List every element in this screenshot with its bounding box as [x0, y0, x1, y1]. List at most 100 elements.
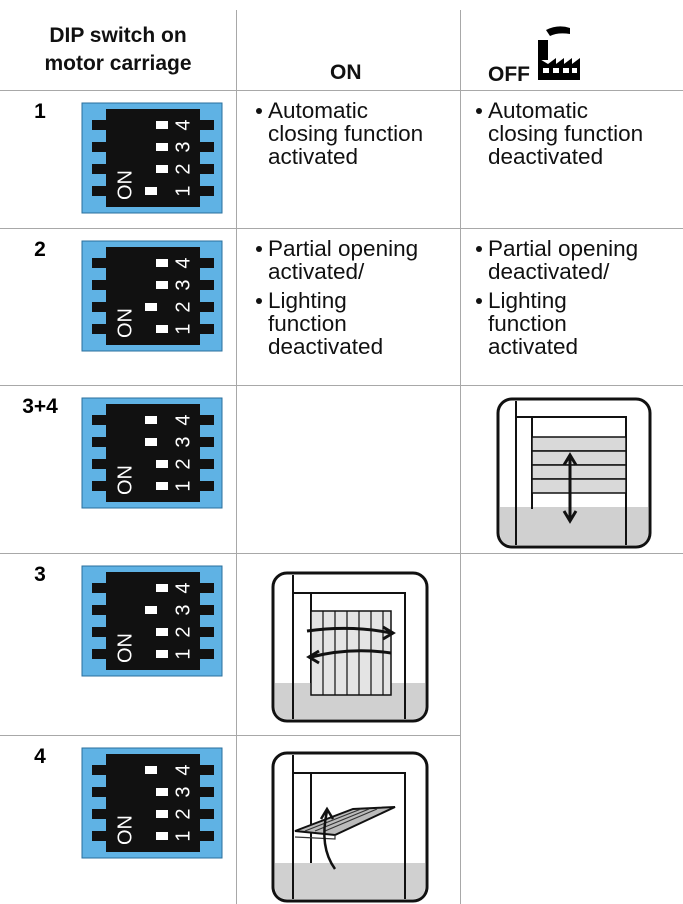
dip-pin [92, 459, 108, 469]
row-divider [0, 735, 460, 736]
switch-on-label: ON [114, 170, 136, 200]
switch-number: 3 [172, 786, 194, 797]
dip-pin [198, 324, 214, 334]
text-line: activated [488, 334, 579, 359]
switch-knob [156, 121, 168, 129]
dip-pin [92, 415, 108, 425]
dip-pin [92, 627, 108, 637]
header-col-1: DIP switch on motor carriage [0, 22, 236, 78]
dip-pin [198, 459, 214, 469]
switch-knob [145, 606, 157, 614]
switch-number: 1 [172, 185, 194, 196]
dip-pin [92, 280, 108, 290]
dip-body [106, 247, 200, 345]
dip-pin [92, 583, 108, 593]
row-divider [0, 228, 683, 229]
dip-pin [198, 280, 214, 290]
switch-number: 3 [172, 141, 194, 152]
switch-number: 3 [172, 604, 194, 615]
dip-pin [198, 605, 214, 615]
dip-pin [198, 186, 214, 196]
row-divider [0, 553, 683, 554]
text-line: deactivated [488, 144, 604, 169]
dip-pin [198, 415, 214, 425]
dip-pin [198, 258, 214, 268]
switch-number: 1 [172, 648, 194, 659]
text-line: Automatic [268, 98, 369, 123]
bullet [474, 237, 484, 260]
switch-knob [156, 325, 168, 333]
text-line: Lighting [268, 288, 347, 313]
garage-sectional-door [496, 397, 652, 549]
switch-number: 4 [172, 414, 194, 425]
text-line: activated/ [268, 259, 365, 284]
dip-switch: 1 2 3 4 ON [81, 240, 223, 352]
dip-pin [198, 437, 214, 447]
dip-pin [198, 164, 214, 174]
switch-knob [156, 281, 168, 289]
bullet [474, 99, 484, 122]
bullet [254, 99, 264, 122]
bullet-item: Automatic closing function deactivated [476, 98, 644, 169]
header-col-2: ON [330, 61, 362, 84]
dip-switch: 1 2 3 4 ON [81, 397, 223, 509]
row-label: 3 [34, 563, 46, 586]
dip-pin [198, 831, 214, 841]
dip-pin [92, 649, 108, 659]
dip-pin [92, 765, 108, 775]
text-line: deactivated/ [488, 259, 610, 284]
bullet-item: Partial opening activated/ [256, 237, 418, 284]
switch-number: 2 [172, 301, 194, 312]
header-line: motor carriage [44, 52, 192, 75]
text-line: Lighting [488, 288, 567, 313]
switch-knob [145, 187, 157, 195]
dip-pin [92, 605, 108, 615]
switch-knob [156, 165, 168, 173]
text-line: closing function [488, 121, 644, 146]
text-line: closing function [268, 121, 424, 146]
header-line: DIP switch on [49, 24, 187, 47]
switch-number: 2 [172, 808, 194, 819]
dip-pin [92, 142, 108, 152]
dip-pin [92, 258, 108, 268]
row-label: 3+4 [22, 395, 58, 418]
switch-number: 3 [172, 436, 194, 447]
dip-pin [92, 809, 108, 819]
bullet-item: Lighting function activated [476, 288, 579, 359]
row-label: 1 [34, 100, 46, 123]
row-label: 2 [34, 238, 46, 261]
dip-pin [92, 186, 108, 196]
row-divider [0, 385, 683, 386]
text-line: Partial opening [488, 236, 639, 261]
switch-knob [156, 584, 168, 592]
dip-switch: 1 2 3 4 ON [81, 747, 223, 859]
dip-pin [198, 583, 214, 593]
dip-pin [198, 627, 214, 637]
switch-knob [145, 438, 157, 446]
dip-pin [92, 481, 108, 491]
text-line: Automatic [488, 98, 589, 123]
factory-icon [538, 26, 580, 80]
bullet-item: Partial opening deactivated/ [476, 236, 639, 284]
switch-knob [156, 788, 168, 796]
header-col-3: OFF [488, 63, 530, 86]
dip-pin [198, 481, 214, 491]
switch-knob [156, 482, 168, 490]
bullet [254, 289, 264, 312]
dip-pin [92, 164, 108, 174]
switch-number: 3 [172, 279, 194, 290]
row-label: 4 [34, 745, 46, 768]
garage-up-and-over-door [271, 751, 429, 903]
switch-on-label: ON [114, 633, 136, 663]
garage-side-door [271, 571, 429, 723]
text-line: function [268, 311, 347, 336]
text-line: activated [268, 144, 359, 169]
dip-pin [198, 120, 214, 130]
switch-on-label: ON [114, 815, 136, 845]
switch-knob [156, 832, 168, 840]
dip-body [106, 572, 200, 670]
switch-knob [156, 810, 168, 818]
row-divider [0, 90, 683, 91]
switch-number: 2 [172, 626, 194, 637]
bullet [254, 237, 264, 260]
